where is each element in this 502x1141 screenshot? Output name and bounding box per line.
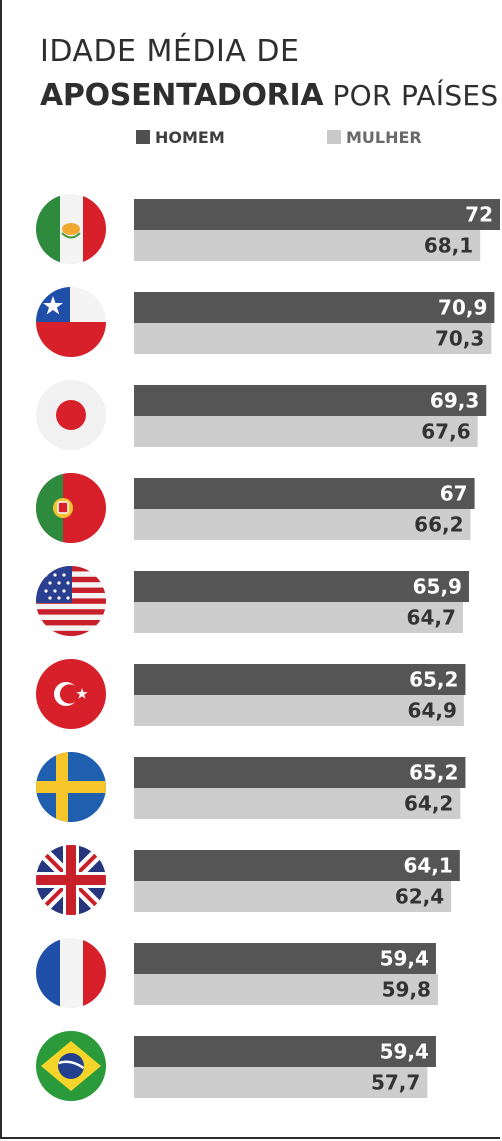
mexico-flag-icon	[36, 194, 106, 264]
chart-title-rest: POR PAÍSES	[323, 79, 499, 112]
bar-group: 72 70,9 69,3 67 65,9 65,2 65,2 64,1 59,4 59,4 68,1…	[134, 199, 500, 1098]
bar-label-women-9: 57,7	[371, 1071, 420, 1095]
brazil-flag-icon	[36, 1031, 106, 1101]
bar-men-3	[134, 478, 475, 509]
bar-label-men-5: 65,2	[409, 668, 458, 692]
bar-label-women-1: 70,3	[435, 327, 484, 351]
uk-flag-icon	[36, 845, 106, 915]
bar-women-1	[134, 323, 492, 354]
bar-label-women-6: 64,2	[404, 792, 453, 816]
bar-men-7	[134, 850, 460, 881]
bar-men-2	[134, 385, 487, 416]
bar-women-7	[134, 881, 452, 912]
legend-women-label: MULHER	[346, 127, 422, 147]
turkey-flag-icon	[36, 659, 106, 729]
japan-flag-icon	[36, 380, 106, 450]
bar-label-men-3: 67	[440, 482, 468, 506]
chart-title-line1: IDADE MÉDIA DE	[40, 34, 300, 69]
bar-label-women-5: 64,9	[408, 699, 457, 723]
sweden-flag-icon	[36, 752, 106, 822]
bar-label-men-1: 70,9	[438, 296, 487, 320]
bar-label-women-4: 64,7	[407, 606, 456, 630]
bar-label-men-0: 72	[465, 203, 493, 227]
legend-women: MULHER	[327, 127, 422, 147]
bar-label-men-8: 59,4	[380, 947, 429, 971]
bar-men-5	[134, 664, 466, 695]
bar-label-men-4: 65,9	[413, 575, 462, 599]
bar-women-2	[134, 416, 478, 447]
legend-women-swatch	[327, 130, 341, 144]
bar-men-6	[134, 757, 466, 788]
bar-men-9	[134, 1036, 436, 1067]
bar-label-men-6: 65,2	[409, 761, 458, 785]
bar-women-0	[134, 230, 481, 261]
bar-label-women-2: 67,6	[421, 420, 470, 444]
portugal-flag-icon	[36, 473, 106, 543]
chart-title-bold: APOSENTADORIA	[40, 78, 324, 113]
bar-men-4	[134, 571, 469, 602]
bar-label-women-0: 68,1	[424, 234, 473, 258]
legend-men: HOMEM	[136, 127, 225, 147]
bar-women-6	[134, 788, 461, 819]
bar-women-4	[134, 602, 463, 633]
bar-women-9	[134, 1067, 428, 1098]
bar-men-0	[134, 199, 500, 230]
bar-men-8	[134, 943, 436, 974]
bar-label-women-7: 62,4	[395, 885, 444, 909]
bar-men-1	[134, 292, 495, 323]
bar-women-5	[134, 695, 464, 726]
bar-label-men-7: 64,1	[403, 854, 452, 878]
bar-label-women-3: 66,2	[414, 513, 463, 537]
bar-label-men-9: 59,4	[380, 1040, 429, 1064]
chart-title-line2: APOSENTADORIA POR PAÍSES	[40, 78, 499, 113]
chile-flag-icon	[36, 287, 106, 357]
bar-label-men-2: 69,3	[430, 389, 479, 413]
bar-women-8	[134, 974, 438, 1005]
legend-men-swatch	[136, 130, 150, 144]
usa-flag-icon	[36, 566, 106, 636]
legend-men-label: HOMEM	[155, 127, 225, 147]
france-flag-icon	[36, 938, 106, 1008]
bar-label-women-8: 59,8	[382, 978, 431, 1002]
bar-women-3	[134, 509, 471, 540]
